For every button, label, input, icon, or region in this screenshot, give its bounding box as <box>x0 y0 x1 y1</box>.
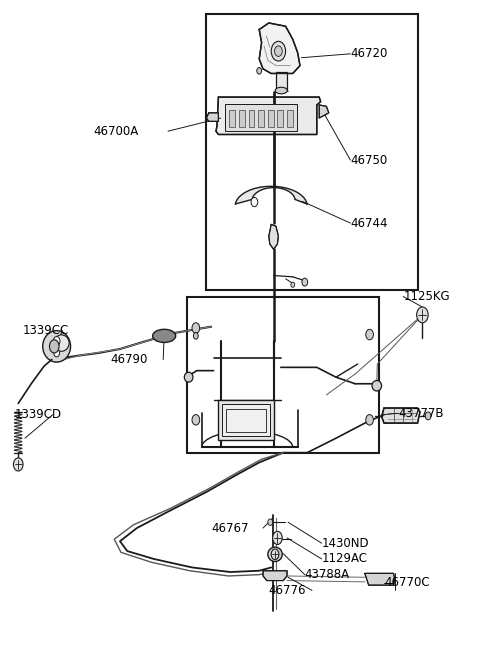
Text: 46770C: 46770C <box>384 576 430 589</box>
Text: 46744: 46744 <box>350 216 388 230</box>
Ellipse shape <box>184 372 193 382</box>
Ellipse shape <box>275 87 287 94</box>
Circle shape <box>271 41 286 61</box>
Text: 46776: 46776 <box>269 584 306 597</box>
Bar <box>249 110 254 127</box>
Polygon shape <box>259 23 300 73</box>
Circle shape <box>366 415 373 425</box>
Ellipse shape <box>54 335 69 352</box>
Bar <box>225 104 297 131</box>
Bar <box>276 72 287 91</box>
Circle shape <box>192 415 200 425</box>
Polygon shape <box>235 186 307 204</box>
Ellipse shape <box>153 329 176 342</box>
Bar <box>239 110 245 127</box>
Circle shape <box>13 458 23 471</box>
Text: 1339CC: 1339CC <box>23 324 69 337</box>
Circle shape <box>251 197 258 207</box>
Circle shape <box>366 329 373 340</box>
Circle shape <box>271 549 279 560</box>
Polygon shape <box>263 571 287 581</box>
Text: 46750: 46750 <box>350 154 388 167</box>
Polygon shape <box>365 573 395 585</box>
Ellipse shape <box>43 331 71 362</box>
Circle shape <box>53 337 60 346</box>
Text: 46720: 46720 <box>350 47 388 60</box>
Bar <box>268 110 274 127</box>
Text: 43788A: 43788A <box>305 568 350 581</box>
Polygon shape <box>206 113 218 121</box>
Text: 46767: 46767 <box>211 522 249 535</box>
Text: 43777B: 43777B <box>398 407 444 420</box>
Circle shape <box>193 333 198 339</box>
Bar <box>218 400 274 440</box>
Ellipse shape <box>268 547 282 562</box>
Bar <box>206 14 418 290</box>
Bar <box>277 110 283 127</box>
Text: 46700A: 46700A <box>94 125 139 138</box>
Circle shape <box>268 519 273 525</box>
Circle shape <box>275 46 282 56</box>
Circle shape <box>291 282 295 287</box>
Bar <box>226 409 266 432</box>
Circle shape <box>425 412 431 420</box>
Polygon shape <box>216 97 321 134</box>
Text: 1125KG: 1125KG <box>403 290 450 303</box>
Bar <box>187 297 379 453</box>
Polygon shape <box>319 105 329 118</box>
Circle shape <box>49 340 59 353</box>
Polygon shape <box>269 224 278 249</box>
Circle shape <box>273 531 282 544</box>
Polygon shape <box>382 408 420 423</box>
Circle shape <box>302 278 308 286</box>
Circle shape <box>192 323 200 333</box>
Text: 1129AC: 1129AC <box>322 552 368 565</box>
Bar <box>258 110 264 127</box>
Text: 1430ND: 1430ND <box>322 537 369 550</box>
Bar <box>222 404 270 436</box>
Circle shape <box>54 349 60 357</box>
Text: 46790: 46790 <box>110 353 148 366</box>
Circle shape <box>257 68 262 74</box>
Bar <box>287 110 293 127</box>
Text: 1339CD: 1339CD <box>14 408 61 421</box>
Circle shape <box>417 307 428 323</box>
Bar <box>229 110 235 127</box>
Ellipse shape <box>372 380 382 391</box>
